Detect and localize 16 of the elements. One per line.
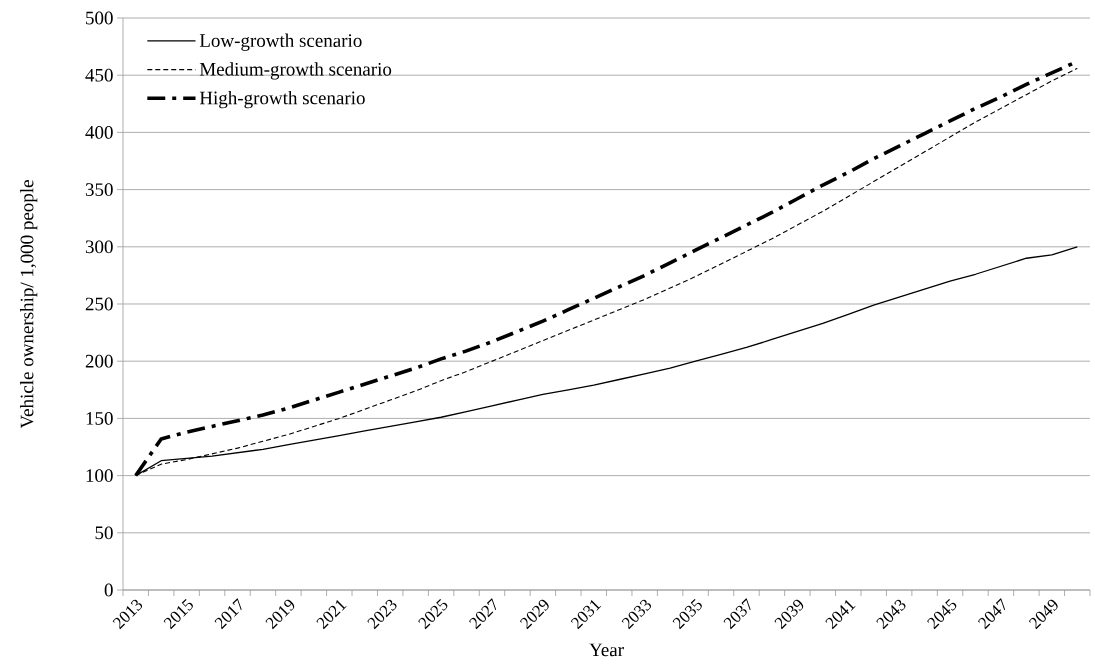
legend-label: Low-growth scenario <box>199 33 362 51</box>
x-axis-title: Year <box>589 643 624 657</box>
y-tick-label: 50 <box>95 526 113 540</box>
y-tick-label: 450 <box>85 68 113 82</box>
y-tick-label: 250 <box>85 297 113 311</box>
y-tick-label: 100 <box>86 469 113 483</box>
y-tick-label: 500 <box>86 11 113 25</box>
y-tick-label: 0 <box>104 583 113 597</box>
legend-label: High-growth scenario <box>199 90 365 109</box>
legend-label: Medium-growth scenario <box>199 62 392 80</box>
y-tick-label: 150 <box>86 411 113 425</box>
y-tick-label: 200 <box>85 354 113 368</box>
y-tick-label: 300 <box>85 240 113 254</box>
y-tick-label: 350 <box>85 183 113 197</box>
y-tick-label: 400 <box>85 125 113 139</box>
y-axis-title: Vehicle ownership/ 1,000 people <box>20 180 38 429</box>
